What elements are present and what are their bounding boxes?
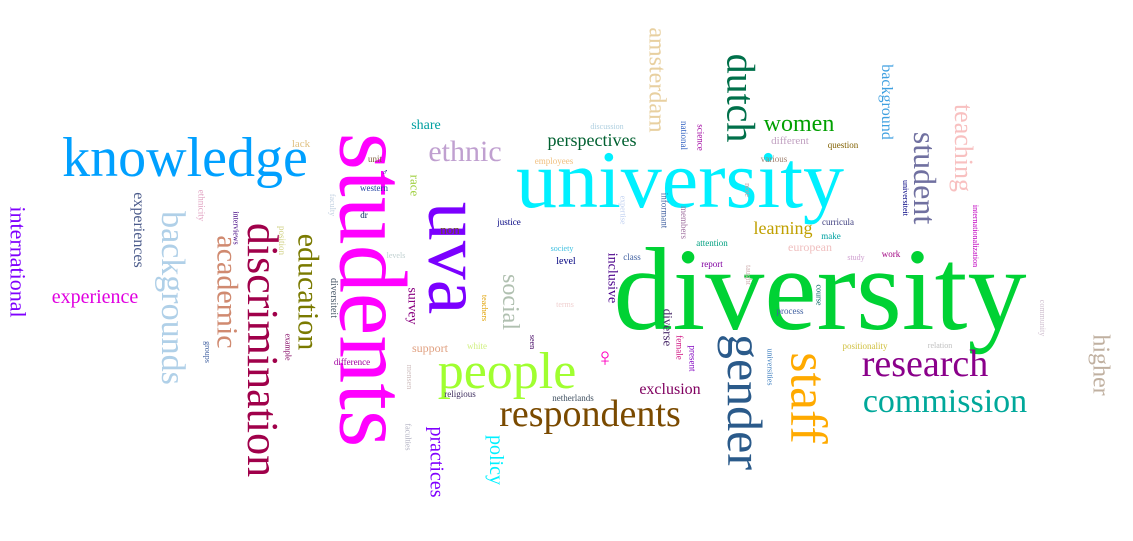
word-ethnicity: ethnicity [196,189,207,221]
word-people: people [437,343,577,400]
word-lack: lack [291,137,311,150]
word-diverse: diverse [660,308,676,346]
word-international: international [6,206,31,318]
word-unit: unit [367,153,382,164]
word-women: women [763,111,835,137]
word-faculty: faculty [328,193,337,217]
word-higher: higher [1088,334,1114,396]
word-note: note [743,183,752,197]
word-attention: attention [696,237,728,248]
word-internationalization: internationalization [970,204,980,268]
female-symbol-icon: ♀ [595,343,615,372]
word-gender: gender [716,333,773,471]
word-support: support [412,341,448,355]
word-experience: experience [51,286,139,308]
word-expertise: expertise [618,195,627,225]
word-respondents: respondents [499,393,681,435]
word-level: level [556,256,576,267]
word-employees: employees [534,155,574,166]
word-present: present [687,345,698,371]
word-knowledge: knowledge [62,127,308,189]
word-student: student [907,131,943,225]
word-informant: informant [659,192,670,228]
word-education: education [291,233,324,351]
word-national: national [678,120,689,150]
word-learning: learning [753,218,813,238]
word-social: social [496,274,523,330]
word-process: process [776,305,804,316]
male-symbol-icon: ♂ [381,166,389,177]
word-make: make [821,230,841,241]
word-teaching: teaching [948,103,978,193]
word-different: different [771,134,809,147]
word-teachers: teachers [479,294,489,322]
word-research: research [861,343,989,385]
word-dr: dr [360,209,368,220]
word-groups: groups [203,341,212,363]
word-taught: taught [744,265,753,285]
word-mensen: mensen [405,364,414,390]
word-faculties: faculties [403,423,413,451]
word-relation: relation [927,341,953,350]
word-white: white [467,340,487,351]
word-society: society [550,244,574,253]
word-terms: terms [556,300,574,309]
word-non: non [440,221,460,237]
word-experiences: experiences [129,192,147,268]
word-academic: academic [211,235,244,349]
word-interviews: interviews [231,211,241,245]
word-backgrounds: backgrounds [154,211,191,385]
word-policy: policy [485,435,507,485]
word-background: background [878,64,895,140]
word-community: community [1037,299,1047,337]
word-diversiteit: diversiteit [328,278,339,318]
word-dutch: dutch [718,53,763,143]
word-report: report [701,258,723,269]
word-practices: practices [425,426,448,498]
word-question: question [827,139,859,150]
word-diversity: diversity [613,224,1027,355]
word-curricula: curricula [822,216,854,227]
word-amsterdam: amsterdam [643,27,670,133]
word-difference: difference [333,356,371,367]
word-seen: seen [528,334,537,350]
word-positionality: positionality [842,340,888,351]
word-university: university [516,134,844,225]
word-course: course [813,284,823,306]
word-science: science [695,123,706,151]
word-western: western [360,182,388,193]
word-inclusive: inclusive [603,252,619,304]
word-staff: staff [780,352,837,444]
word-study: study [847,253,865,262]
word-example: example [283,333,293,361]
word-ethnic: ethnic [428,135,502,168]
word-religious: religious [444,388,476,399]
word-position: position [277,225,288,255]
word-netherlands: netherlands [552,392,594,403]
word-universities: universities [764,348,774,386]
word-survey: survey [404,287,420,325]
word-universiteit: universiteit [901,180,910,216]
word-exclusion: exclusion [639,381,701,398]
word-various: various [760,153,788,164]
word-discrimination: discrimination [238,222,287,478]
word-share: share [411,118,441,133]
word-work: work [881,248,901,259]
word-members: members [678,205,689,239]
word-perspectives: perspectives [547,130,637,150]
word-class: class [623,251,641,262]
word-female: female [674,334,685,360]
word-justice: justice [497,216,521,227]
word-european: european [788,240,832,254]
word-race: race [407,174,423,196]
word-levels: levels [386,251,406,260]
word-commission: commission [862,383,1028,420]
word-discussion: discussion [590,122,624,131]
